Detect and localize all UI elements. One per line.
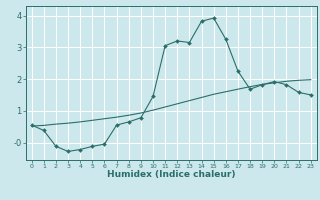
X-axis label: Humidex (Indice chaleur): Humidex (Indice chaleur) (107, 170, 236, 179)
